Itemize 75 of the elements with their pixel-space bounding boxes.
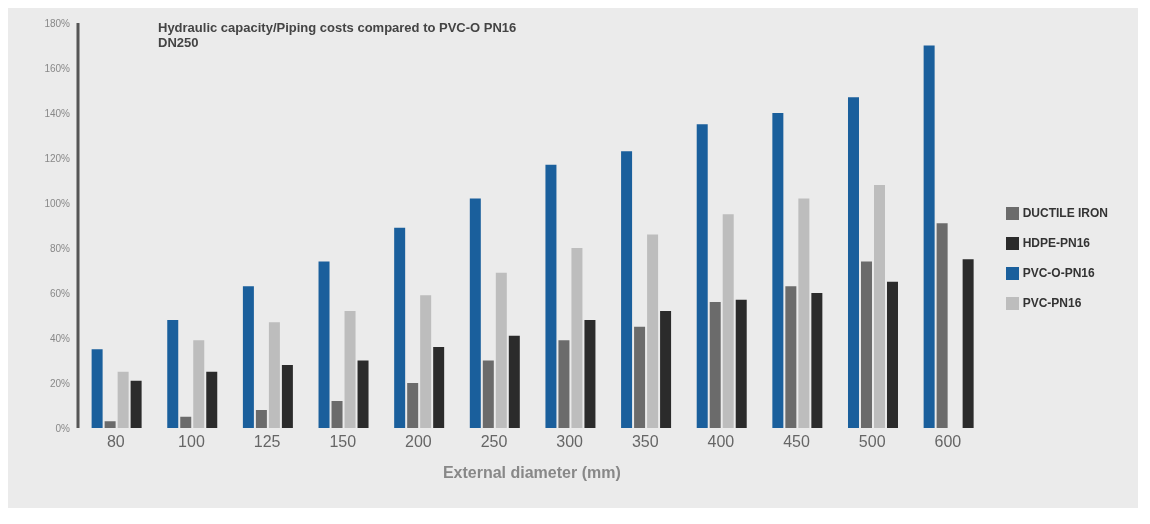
bar xyxy=(962,259,974,428)
bar xyxy=(508,335,520,428)
x-tick-label: 250 xyxy=(480,433,508,451)
y-tick-label: 20% xyxy=(49,377,71,389)
x-tick-label: 400 xyxy=(707,433,735,451)
legend-label: PVC-O-PN16 xyxy=(1022,266,1095,280)
bar xyxy=(722,214,734,428)
bar xyxy=(193,340,205,428)
bar xyxy=(798,198,810,428)
x-tick-label: 300 xyxy=(556,433,584,451)
bar xyxy=(482,360,494,428)
x-tick-label: 100 xyxy=(178,433,205,451)
bar xyxy=(571,248,583,428)
bar xyxy=(923,45,935,428)
bar xyxy=(469,198,481,428)
y-tick-label: 160% xyxy=(44,62,71,74)
y-tick-label: 40% xyxy=(49,332,71,344)
x-tick-label: 80 xyxy=(106,433,125,451)
x-tick-label: 350 xyxy=(631,433,659,451)
bar xyxy=(268,322,280,428)
y-tick-label: 140% xyxy=(44,107,71,119)
legend-label: DUCTILE IRON xyxy=(1022,206,1108,220)
legend-label: PVC-PN16 xyxy=(1022,296,1082,310)
x-tick-label: 600 xyxy=(934,433,962,451)
bar xyxy=(255,410,267,428)
bar xyxy=(242,286,254,428)
x-tick-label: 450 xyxy=(783,433,811,451)
x-tick-label: 500 xyxy=(858,433,886,451)
bar xyxy=(621,151,633,428)
bar xyxy=(117,371,129,428)
bar xyxy=(785,286,797,428)
bar xyxy=(811,293,823,428)
bar xyxy=(848,97,859,428)
bar xyxy=(660,311,672,428)
x-axis-title: External diameter (mm) xyxy=(442,464,621,481)
bar xyxy=(696,124,708,428)
bar xyxy=(180,416,192,428)
bar xyxy=(91,349,103,428)
bar xyxy=(344,311,356,428)
y-tick-label: 80% xyxy=(49,242,71,254)
y-tick-label: 120% xyxy=(44,152,71,164)
bar xyxy=(709,302,721,428)
bar xyxy=(167,320,179,428)
bar xyxy=(130,380,142,428)
bar xyxy=(318,261,330,428)
y-tick-label: 0% xyxy=(55,422,71,434)
bar xyxy=(558,340,570,428)
y-tick-label: 60% xyxy=(49,287,71,299)
bar xyxy=(281,365,293,428)
bar xyxy=(887,281,898,428)
x-tick-label: 125 xyxy=(253,433,281,451)
bar xyxy=(407,383,419,428)
bar xyxy=(584,320,596,428)
bar xyxy=(772,113,784,428)
chart-title: Hydraulic capacity/Piping costs compared to PVC-O PN16 DN250 xyxy=(158,20,518,50)
bar xyxy=(647,234,659,428)
bar xyxy=(634,326,646,428)
bar xyxy=(495,272,507,428)
bar xyxy=(104,421,116,428)
bar xyxy=(206,371,218,428)
bar xyxy=(545,164,557,428)
bar xyxy=(936,223,948,428)
x-tick-label: 200 xyxy=(405,433,432,451)
legend-label: HDPE-PN16 xyxy=(1022,236,1091,250)
y-tick-label: 180% xyxy=(44,17,71,29)
bar xyxy=(861,261,872,428)
bar xyxy=(357,360,369,428)
bar xyxy=(420,295,432,428)
y-tick-label: 100% xyxy=(44,197,71,209)
bar xyxy=(874,185,885,428)
bar xyxy=(433,347,445,428)
bar xyxy=(735,299,747,428)
bar xyxy=(394,227,406,428)
bar xyxy=(331,401,343,428)
x-tick-label: 150 xyxy=(329,433,357,451)
